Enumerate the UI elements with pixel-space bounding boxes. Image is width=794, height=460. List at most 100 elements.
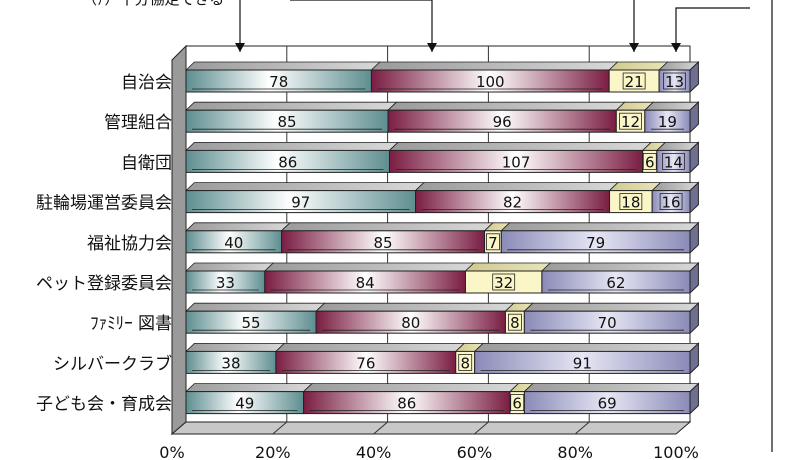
value-label: 14 [664,153,683,171]
gridline-floor [474,421,489,435]
legend-leaders: （ｱ）十分協走できる [82,0,750,52]
bar-end-cap [689,342,699,375]
bar-row: 49 86 6 69 [185,382,700,415]
value-label: 8 [510,314,520,332]
value-label: 12 [621,113,640,131]
value-label: 96 [493,113,512,131]
value-label-box [622,72,646,90]
value-label-box [662,152,685,170]
value-label: 69 [598,395,617,413]
bar-row: 40 85 7 79 [185,221,700,254]
bar-top [185,343,286,352]
value-label-box [619,112,642,130]
value-label: 49 [235,395,254,413]
x-tick-label: 40% [356,443,392,460]
value-label-box [663,72,686,90]
bar-end-cap [689,141,699,174]
category-label: 福祉協力会 [87,234,172,254]
bar-end-cap [689,302,699,335]
x-tick-label: 0% [159,443,184,460]
bar-row: 55 80 8 70 [185,302,700,335]
value-label-box [642,152,657,170]
bar-top [185,182,425,191]
value-label: 55 [242,314,261,332]
value-label: 8 [460,354,470,372]
value-label-box [458,353,473,371]
value-label: 32 [494,274,513,292]
bar-top [523,383,700,392]
bar-top [302,383,520,392]
floor [170,421,692,435]
value-label-box [510,394,525,412]
value-label-box [492,273,516,291]
bar-top [185,262,275,272]
value-label: 7 [488,234,498,252]
value-label: 70 [598,314,617,332]
bar-row: 86 107 6 14 [185,141,700,174]
bar-top [464,262,552,272]
category-label: ペット登録委員会 [36,274,172,294]
value-label: 86 [278,153,297,171]
x-tick-label: 20% [255,443,291,460]
value-label: 40 [224,234,243,252]
bar-row: 78 100 21 13 [185,60,700,94]
value-label-box [486,233,500,251]
gridline-floor [272,421,288,435]
x-tick-label: 60% [457,443,493,460]
bar-top [185,142,399,151]
bar-end-cap [689,382,699,415]
leader-arrow-3 [629,43,639,52]
bar-top [387,101,626,111]
bar-top [473,343,700,352]
category-label: シルバークラブ [53,353,172,374]
value-label: 62 [606,274,625,292]
bar-top [185,101,398,111]
legend-label-1: （ｱ）十分協走できる [82,0,224,8]
value-label: 78 [269,73,288,91]
value-label: 107 [502,153,531,171]
bar-top [414,182,619,191]
bar-top [315,302,515,312]
left-wall [171,44,187,436]
value-label-box [508,313,522,331]
bar-row: 33 84 32 62 [185,261,700,295]
bar-top [540,262,700,272]
bar-top [523,302,700,312]
value-label: 16 [662,194,681,212]
bar-top [370,61,619,71]
value-label: 6 [512,395,522,413]
bar-top [185,61,381,71]
value-label: 100 [476,73,505,91]
bar-top [185,383,313,392]
category-label: 管理組合 [104,113,172,133]
value-label: 38 [221,354,240,372]
value-label: 33 [216,274,235,292]
x-tick-label: 100% [653,443,699,460]
value-label: 6 [645,153,655,171]
bar-top [185,302,326,312]
value-label: 19 [658,113,677,131]
gridline-floor [574,421,590,435]
bar-top [643,101,700,111]
bar-row: 38 76 8 91 [185,342,700,375]
category-label: ﾌｧﾐﾘｰ 図書 [90,314,172,334]
leader-arrow-2 [235,43,245,52]
bar-top [500,222,700,232]
value-label: 18 [621,194,640,212]
bar-top [608,61,669,71]
bar-row: 85 96 12 19 [185,101,700,134]
labels: 0% 20% 40% 60% 80% 100% 自治会管理組合自衛団駐輪場運営委員会福祉協力… [36,73,699,460]
value-label: 86 [397,395,416,413]
bar-top [263,262,475,272]
bar-top [185,222,291,232]
category-label: 駐輪場運営委員会 [36,194,172,214]
category-label: 自治会 [121,73,172,93]
category-label: 子ども会・育成会 [36,395,172,415]
leader-line-4 [675,7,750,52]
gridline-floor [373,421,388,435]
value-label: 84 [356,274,375,292]
value-label: 97 [291,194,310,212]
leader-arrow-1 [427,43,437,52]
